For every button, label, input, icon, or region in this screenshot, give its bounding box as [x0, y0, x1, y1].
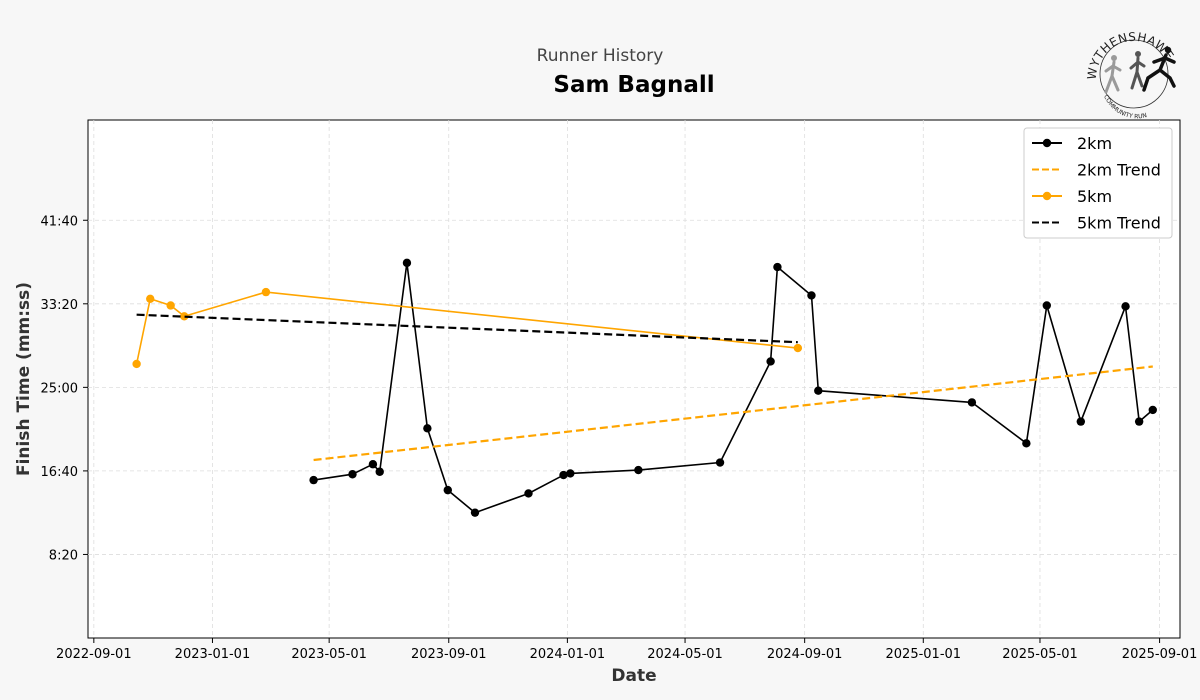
runner-dark-icon	[1142, 46, 1176, 92]
5km-point	[261, 287, 271, 297]
chart-subtitle: Runner History	[536, 46, 664, 66]
x-tick-label: 2025-01-01	[886, 647, 962, 662]
2km-point	[368, 460, 378, 469]
2km-point	[309, 475, 318, 485]
runner-mid-icon	[1129, 51, 1146, 90]
x-tick-label: 2025-09-01	[1122, 647, 1198, 662]
2km-point	[402, 258, 412, 268]
x-tick-label: 2023-05-01	[291, 647, 367, 662]
5km-point	[793, 343, 803, 353]
x-axis-ticks: 2022-09-01 2023-01-01 2023-05-01 2023-09-01…	[56, 638, 1197, 662]
y-tick-label: 16:40	[41, 465, 78, 480]
x-tick-label: 2023-01-01	[175, 647, 251, 662]
legend-label: 5km	[1077, 187, 1112, 206]
2km-point	[524, 489, 533, 498]
legend: 2km 2km Trend 5km 5km Trend	[1023, 127, 1173, 239]
2km-point	[634, 465, 643, 475]
legend-marker	[1042, 138, 1052, 148]
2km-point	[1076, 417, 1086, 426]
2km-point	[375, 467, 384, 476]
2km-line	[313, 262, 1154, 514]
x-tick-label: 2022-09-01	[56, 647, 132, 662]
5km-point	[146, 294, 155, 303]
y-axis-label: Finish Time (mm:ss)	[14, 282, 34, 476]
series-layer	[132, 258, 1157, 517]
5km-trend-line	[136, 313, 798, 344]
5km-point	[132, 359, 141, 369]
2km-point	[1121, 302, 1130, 311]
2km-point	[967, 398, 977, 407]
2km-point	[423, 424, 432, 433]
legend-label: 2km Trend	[1077, 161, 1161, 180]
legend-marker	[1042, 191, 1052, 201]
legend-label: 5km Trend	[1077, 214, 1161, 233]
2km-point	[348, 470, 357, 479]
2km-trend-line	[313, 365, 1153, 462]
series-5km-trend	[136, 313, 798, 344]
2km-point	[766, 357, 775, 366]
5km-point	[180, 312, 189, 321]
series-5km	[132, 287, 803, 369]
chart-title: Sam Bagnall	[553, 72, 715, 98]
x-tick-label: 2024-05-01	[647, 647, 723, 662]
legend-item-5km-trend: 5km Trend	[1032, 214, 1161, 233]
5km-point	[166, 301, 175, 310]
2km-point	[1042, 301, 1051, 310]
legend-item-2km-trend: 2km Trend	[1032, 161, 1161, 180]
x-tick-label: 2023-09-01	[411, 647, 487, 662]
legend-item-2km: 2km	[1032, 134, 1112, 153]
2km-point	[807, 291, 816, 300]
y-tick-label: 41:40	[41, 214, 78, 229]
2km-point	[443, 485, 452, 495]
2km-point	[1022, 439, 1031, 448]
x-tick-label: 2024-01-01	[530, 647, 606, 662]
2km-point	[1148, 405, 1157, 415]
x-tick-label: 2024-09-01	[767, 647, 843, 662]
2km-point	[470, 508, 480, 517]
series-2km-trend	[313, 365, 1153, 462]
x-tick-label: 2025-05-01	[1002, 647, 1078, 662]
2km-point	[1134, 417, 1144, 426]
y-axis-ticks: 8:20 16:40 25:00 33:20 41:40	[41, 214, 88, 563]
y-tick-label: 8:20	[49, 548, 78, 563]
2km-point	[715, 458, 725, 467]
x-axis-label: Date	[611, 666, 656, 686]
2km-point	[566, 469, 575, 478]
legend-label: 2km	[1077, 134, 1112, 153]
2km-point	[773, 262, 782, 272]
wythenshawe-community-run-logo: WYTHENSHAWE COMMUNITY RUN	[1085, 30, 1177, 121]
y-tick-label: 25:00	[41, 381, 78, 396]
2km-point	[814, 386, 823, 395]
series-2km	[309, 258, 1157, 517]
5km-line	[135, 291, 798, 365]
legend-box	[1023, 127, 1173, 239]
runner-light-icon	[1104, 55, 1122, 94]
plot-area	[87, 119, 1181, 639]
2km-point	[559, 470, 568, 480]
y-tick-label: 33:20	[41, 298, 78, 313]
legend-item-5km: 5km	[1032, 187, 1112, 206]
